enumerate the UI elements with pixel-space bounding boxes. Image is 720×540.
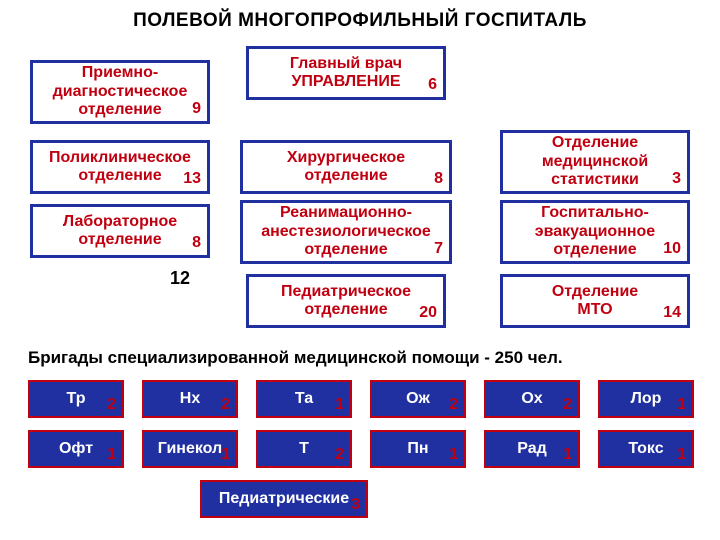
chip-number: 1 [107,446,116,464]
box-line: отделение [304,167,387,185]
box-line: МТО [577,301,612,319]
box-reception: Приемно- диагностическое отделение 9 [30,60,210,124]
box-polyclinic: Поликлиническое отделение 13 [30,140,210,194]
box-line: эвакуационное [535,223,655,241]
chip-number: 1 [221,446,230,464]
page-title: ПОЛЕВОЙ МНОГОПРОФИЛЬНЫЙ ГОСПИТАЛЬ [0,0,720,44]
box-number: 7 [434,240,443,258]
chip-label: Токс [628,440,663,458]
box-line: Поликлиническое [49,149,191,167]
box-mto: Отделение МТО 14 [500,274,690,328]
standalone-number: 12 [170,268,190,289]
box-line: Лабораторное [63,213,177,231]
chip-gin: Гинекол1 [142,430,238,468]
box-line: Отделение [552,134,638,152]
box-line: Педиатрическое [281,283,411,301]
box-line: медицинской [542,153,648,171]
chip-label: Офт [59,440,93,458]
chip-toks: Токс 1 [598,430,694,468]
chip-pn: Пн 1 [370,430,466,468]
chip-number: 1 [335,396,344,414]
box-line: Госпитально- [541,204,649,222]
chip-number: 3 [351,496,360,514]
box-reanimation: Реанимационно- анестезиологическое отдел… [240,200,452,264]
box-management: Главный врач УПРАВЛЕНИЕ 6 [246,46,446,100]
chip-label: Ож [406,390,430,408]
chip-number: 2 [449,396,458,414]
chip-nx: Нх 2 [142,380,238,418]
chip-number: 1 [677,446,686,464]
chip-oj: Ож 2 [370,380,466,418]
chip-number: 2 [335,446,344,464]
chip-pediatric: Педиатрические3 [200,480,368,518]
box-line: статистики [551,171,639,189]
chip-oft: Офт 1 [28,430,124,468]
chip-label: Пн [407,440,428,458]
box-number: 13 [183,170,201,188]
chip-label: Рад [517,440,547,458]
box-statistics: Отделение медицинской статистики 3 [500,130,690,194]
chip-label: Тр [67,390,86,408]
chip-label: Гинекол [158,440,222,458]
box-line: анестезиологическое [261,223,431,241]
chip-tr: Тр 2 [28,380,124,418]
box-number: 9 [192,100,201,118]
box-surgery: Хирургическое отделение 8 [240,140,452,194]
box-evacuation: Госпитально- эвакуационное отделение 10 [500,200,690,264]
box-number: 14 [663,304,681,322]
box-line: отделение [304,301,387,319]
box-line: отделение [553,241,636,259]
chip-number: 1 [563,446,572,464]
box-pediatric: Педиатрическое отделение 20 [246,274,446,328]
chip-lor: Лор 1 [598,380,694,418]
box-line: Приемно- [82,64,158,82]
chip-number: 1 [677,396,686,414]
chip-label: Нх [180,390,200,408]
chip-ta: Та 1 [256,380,352,418]
chip-number: 2 [563,396,572,414]
box-line: диагностическое [53,83,188,101]
brigades-subheading: Бригады специализированной медицинской п… [28,348,563,368]
chip-label: Педиатрические [219,490,349,508]
chip-t: Т2 [256,430,352,468]
chip-number: 1 [449,446,458,464]
chip-label: Та [295,390,313,408]
box-line: Реанимационно- [280,204,412,222]
box-number: 8 [192,234,201,252]
box-line: Главный врач [290,55,402,73]
chip-rad: Рад 1 [484,430,580,468]
box-line: Отделение [552,283,638,301]
chip-label: Лор [631,390,662,408]
box-number: 6 [428,76,437,94]
box-line: отделение [304,241,387,259]
box-line: УПРАВЛЕНИЕ [291,73,400,91]
box-line: отделение [78,231,161,249]
box-number: 8 [434,170,443,188]
box-line: отделение [78,101,161,119]
box-number: 20 [419,304,437,322]
box-laboratory: Лабораторное отделение 8 [30,204,210,258]
chip-label: Ох [521,390,542,408]
box-line: отделение [78,167,161,185]
box-number: 3 [672,170,681,188]
box-number: 10 [663,240,681,258]
chip-number: 2 [107,396,116,414]
box-line: Хирургическое [287,149,405,167]
chip-number: 2 [221,396,230,414]
chip-label: Т [299,440,309,458]
chip-ox: Ох 2 [484,380,580,418]
